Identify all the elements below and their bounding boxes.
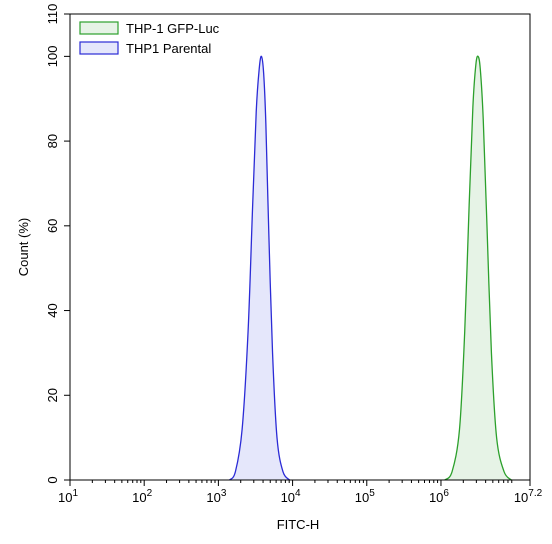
series-area-thp-1-gfp-luc bbox=[444, 56, 512, 481]
series-line-thp1-parental bbox=[228, 55, 291, 481]
legend-label-thp1-parental: THP1 Parental bbox=[126, 41, 211, 56]
y-tick-label: 20 bbox=[45, 388, 60, 402]
x-tick-label: 101 bbox=[58, 488, 78, 505]
plot-frame bbox=[69, 13, 531, 481]
x-tick-label: 105 bbox=[355, 488, 375, 505]
x-axis-label: FITC-H bbox=[277, 517, 320, 532]
x-tick-label: 104 bbox=[281, 488, 301, 505]
legend-swatch-thp1-parental bbox=[79, 41, 119, 55]
x-tick-label: 106 bbox=[429, 488, 449, 505]
y-axis-label: Count (%) bbox=[16, 218, 31, 277]
x-tick-label: 103 bbox=[206, 488, 226, 505]
x-tick-label: 107.2 bbox=[514, 488, 543, 505]
series-line-thp-1-gfp-luc bbox=[444, 55, 512, 481]
y-tick-label: 0 bbox=[45, 476, 60, 483]
legend-label-thp-1-gfp-luc: THP-1 GFP-Luc bbox=[126, 21, 220, 36]
x-tick-label: 102 bbox=[132, 488, 152, 505]
y-tick-label: 60 bbox=[45, 219, 60, 233]
y-tick-label: 110 bbox=[45, 4, 60, 25]
y-tick-label: 100 bbox=[45, 46, 60, 68]
series-area-thp1-parental bbox=[229, 56, 290, 481]
y-tick-label: 80 bbox=[45, 134, 60, 148]
legend-swatch-thp-1-gfp-luc bbox=[79, 21, 119, 35]
y-tick-label: 40 bbox=[45, 303, 60, 317]
